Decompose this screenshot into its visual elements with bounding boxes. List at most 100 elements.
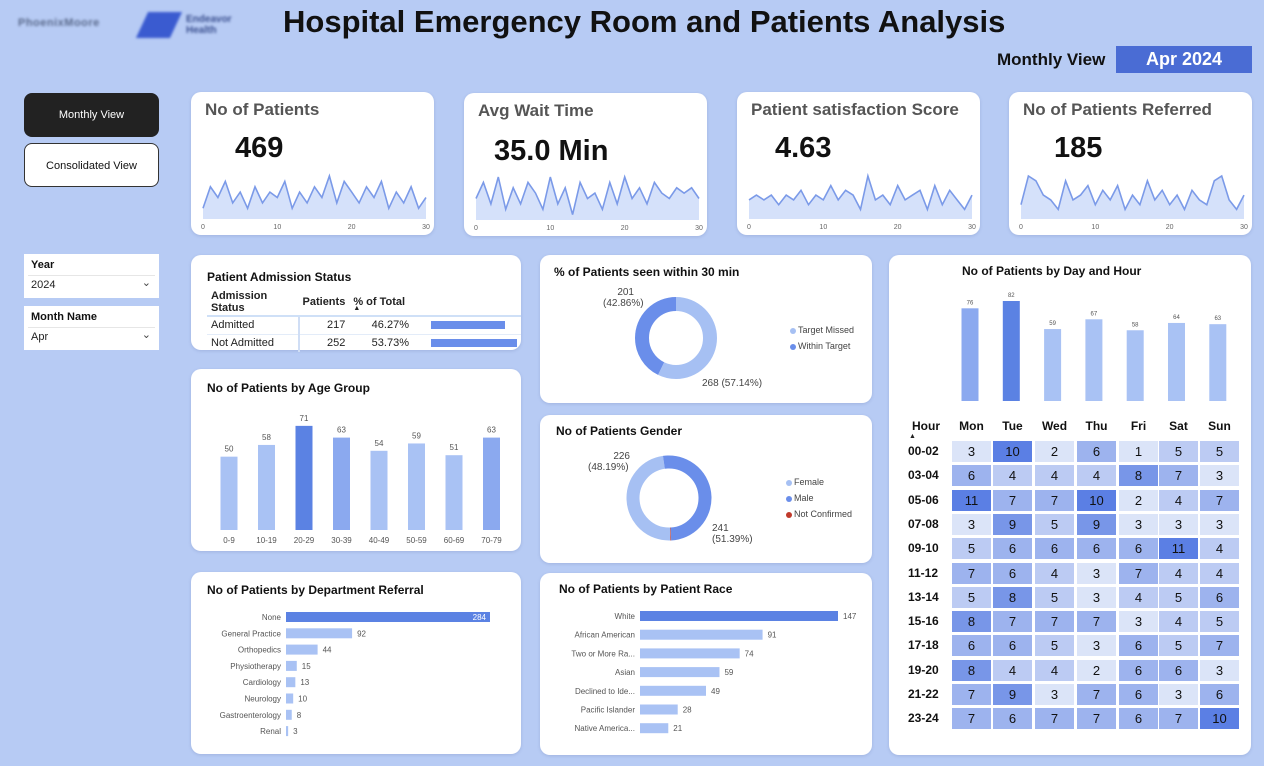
legend-item-female[interactable]: Female <box>786 477 824 487</box>
heatmap-cell[interactable]: 5 <box>952 538 991 560</box>
heatmap-cell[interactable]: 5 <box>1035 513 1074 535</box>
heatmap-cell[interactable]: 3 <box>1159 513 1198 535</box>
heatmap-cell[interactable]: 7 <box>1159 708 1198 730</box>
heatmap-cell[interactable]: 7 <box>1077 611 1116 633</box>
year-slicer[interactable]: Year 2024 ⌄ <box>24 254 159 298</box>
heatmap-cell[interactable]: 2 <box>1077 659 1116 681</box>
col-header-patients[interactable]: Patients <box>298 289 350 317</box>
heatmap-cell[interactable]: 6 <box>1119 538 1158 560</box>
heatmap-cell[interactable]: 7 <box>993 489 1032 511</box>
heatmap-day-header[interactable]: Tue <box>1002 419 1023 433</box>
bar[interactable] <box>370 450 388 530</box>
heatmap-cell[interactable]: 3 <box>1035 684 1074 705</box>
bar[interactable] <box>286 693 294 704</box>
heatmap-cell[interactable]: 6 <box>993 538 1032 560</box>
heatmap-cell[interactable]: 6 <box>993 562 1032 584</box>
heatmap-cell[interactable]: 4 <box>993 659 1032 681</box>
heatmap-cell[interactable]: 6 <box>993 635 1032 657</box>
table-row[interactable]: Not Admitted 252 53.73% <box>207 334 521 352</box>
bar[interactable] <box>286 612 490 622</box>
month-slicer[interactable]: Month Name Apr ⌄ <box>24 306 159 350</box>
heatmap-cell[interactable]: 6 <box>1200 586 1239 608</box>
bar[interactable] <box>1002 301 1020 401</box>
bar[interactable] <box>445 455 463 530</box>
bar[interactable] <box>961 308 979 401</box>
bar[interactable] <box>220 456 238 530</box>
heatmap-cell[interactable]: 3 <box>1119 611 1158 633</box>
heatmap-cell[interactable]: 6 <box>952 635 991 657</box>
bar[interactable] <box>258 444 275 530</box>
heatmap-cell[interactable]: 7 <box>952 562 991 584</box>
heatmap-cell[interactable]: 7 <box>1077 684 1116 705</box>
heatmap-cell[interactable]: 8 <box>952 611 991 633</box>
heatmap-cell[interactable]: 6 <box>1119 635 1158 657</box>
consolidated-view-button[interactable]: Consolidated View <box>24 143 159 187</box>
heatmap-cell[interactable]: 7 <box>952 708 991 730</box>
heatmap-cell[interactable]: 7 <box>1035 611 1074 633</box>
heatmap-cell[interactable]: 7 <box>1035 708 1074 730</box>
heatmap-cell[interactable]: 6 <box>1119 708 1158 730</box>
heatmap-cell[interactable]: 8 <box>993 586 1032 608</box>
heatmap-cell[interactable]: 3 <box>1119 513 1158 535</box>
heatmap-cell[interactable]: 3 <box>952 513 991 535</box>
heatmap-cell[interactable]: 8 <box>1119 465 1158 487</box>
heatmap-cell[interactable]: 5 <box>1159 586 1198 608</box>
heatmap-cell[interactable]: 11 <box>952 489 991 511</box>
heatmap-cell[interactable]: 3 <box>1159 684 1198 705</box>
heatmap-cell[interactable]: 4 <box>1035 659 1074 681</box>
heatmap-cell[interactable]: 7 <box>1077 708 1116 730</box>
heatmap-cell[interactable]: 7 <box>1035 489 1074 511</box>
bar[interactable] <box>640 611 838 621</box>
heatmap-day-header[interactable]: Mon <box>959 419 984 433</box>
donut-slice[interactable] <box>635 297 717 379</box>
heatmap-cell[interactable]: 3 <box>1200 465 1239 487</box>
heatmap-cell[interactable]: 9 <box>1077 513 1116 535</box>
heatmap-cell[interactable]: 3 <box>1200 659 1239 681</box>
legend-item-male[interactable]: Male <box>786 493 814 503</box>
legend-item-target-missed[interactable]: Target Missed <box>790 325 854 335</box>
monthly-view-button[interactable]: Monthly View <box>24 93 159 137</box>
table-row[interactable]: Admitted 217 46.27% <box>207 316 521 335</box>
heatmap-hour-header[interactable]: Hour <box>912 419 940 433</box>
heatmap-cell[interactable]: 7 <box>1159 465 1198 487</box>
bar[interactable] <box>1209 324 1227 401</box>
heatmap-cell[interactable]: 10 <box>1200 708 1239 730</box>
bar[interactable] <box>286 677 296 688</box>
heatmap-cell[interactable]: 4 <box>1035 465 1074 487</box>
heatmap-day-header[interactable]: Fri <box>1130 419 1147 433</box>
bar[interactable] <box>1126 330 1144 401</box>
heatmap-cell[interactable]: 6 <box>993 708 1032 730</box>
chevron-down-icon[interactable]: ⌄ <box>141 329 151 341</box>
bar[interactable] <box>1085 319 1103 401</box>
heatmap-cell[interactable]: 6 <box>1200 684 1239 705</box>
bar[interactable] <box>295 425 313 530</box>
heatmap-cell[interactable]: 2 <box>1119 489 1158 511</box>
heatmap-cell[interactable]: 7 <box>993 611 1032 633</box>
heatmap-cell[interactable]: 5 <box>952 586 991 608</box>
legend-item-within-target[interactable]: Within Target <box>790 341 850 351</box>
heatmap-cell[interactable]: 11 <box>1159 538 1198 560</box>
heatmap-cell[interactable]: 7 <box>1119 562 1158 584</box>
col-header-status[interactable]: Admission Status <box>207 289 299 317</box>
heatmap-cell[interactable]: 7 <box>1200 635 1239 657</box>
heatmap-cell[interactable]: 9 <box>993 513 1032 535</box>
bar[interactable] <box>640 704 678 715</box>
heatmap-cell[interactable]: 10 <box>993 441 1032 462</box>
heatmap-day-header[interactable]: Sun <box>1208 419 1231 433</box>
heatmap-cell[interactable]: 8 <box>952 659 991 681</box>
chevron-down-icon[interactable]: ⌄ <box>141 277 151 289</box>
heatmap-cell[interactable]: 4 <box>1200 538 1239 560</box>
heatmap-cell[interactable]: 7 <box>952 684 991 705</box>
heatmap-cell[interactable]: 5 <box>1035 586 1074 608</box>
heatmap-cell[interactable]: 9 <box>993 684 1032 705</box>
bar[interactable] <box>286 628 353 639</box>
heatmap-cell[interactable]: 2 <box>1035 441 1074 462</box>
heatmap-cell[interactable]: 10 <box>1077 489 1116 511</box>
heatmap-cell[interactable]: 5 <box>1035 635 1074 657</box>
donut-slice[interactable] <box>626 455 712 541</box>
heatmap-cell[interactable]: 7 <box>1200 489 1239 511</box>
bar[interactable] <box>640 667 720 678</box>
heatmap-cell[interactable]: 4 <box>1159 562 1198 584</box>
bar[interactable] <box>286 660 297 671</box>
bar[interactable] <box>640 723 669 734</box>
